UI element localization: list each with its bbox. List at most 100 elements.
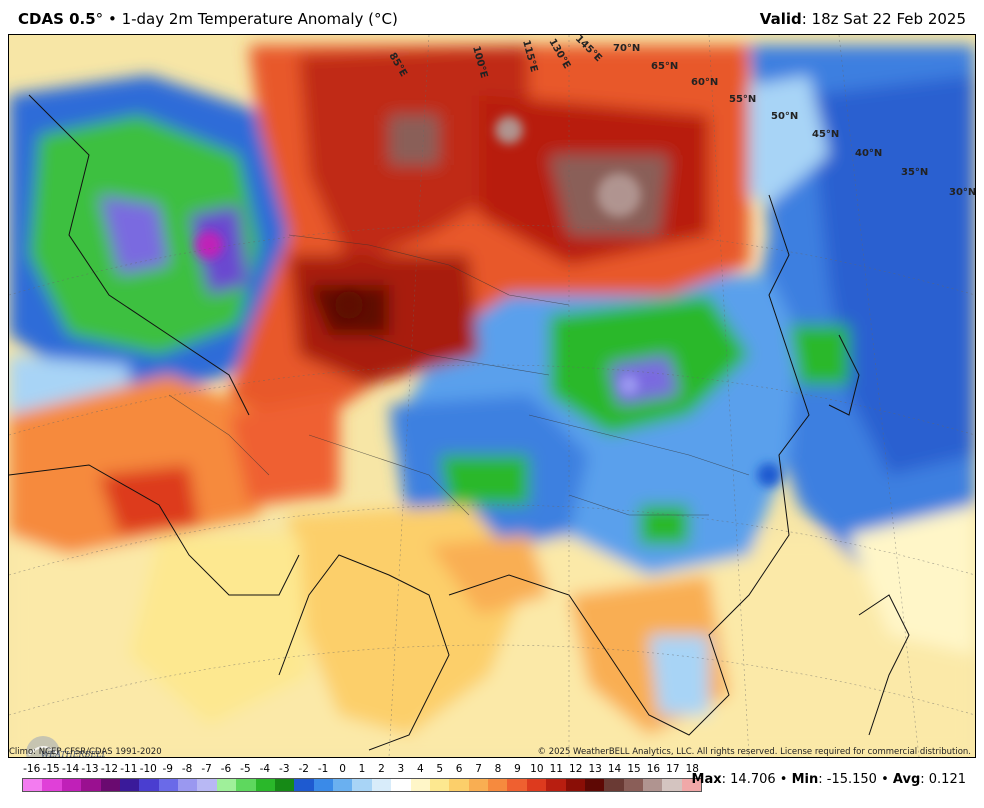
colorbar-swatch [255,779,275,791]
header: CDAS 0.5° • 1-day 2m Temperature Anomaly… [0,0,984,34]
colorbar-swatch [61,779,82,791]
product-name: 1-day 2m Temperature Anomaly (°C) [121,10,398,28]
colorbar-tick: 4 [416,763,424,775]
max-label: Max [691,772,722,787]
degree-symbol: ° [95,10,104,28]
colorbar-tick: -4 [259,763,271,775]
colorbar-swatch [139,779,159,791]
colorbar-tick: 3 [397,763,405,775]
map-title: CDAS 0.5° • 1-day 2m Temperature Anomaly… [18,10,398,28]
colorbar-swatch [584,779,605,791]
colorbar-tick: 18 [685,763,699,775]
colorbar-tick: -9 [162,763,173,775]
stats-separator: • [775,772,792,787]
latitude-labels: 70°N 65°N 60°N 55°N 50°N 45°N 40°N 35°N … [613,43,975,198]
colorbar-tick: 12 [569,763,583,775]
colorbar [22,778,702,792]
colorbar-swatch [410,779,430,791]
colorbar-tick: 16 [646,763,661,775]
lat-label: 65°N [651,61,678,72]
colorbar-swatch [371,779,392,791]
colorbar-swatch [274,779,295,791]
lat-label: 40°N [855,148,882,159]
colorbar-tick: 17 [666,763,680,775]
colorbar-tick: -15 [42,763,60,775]
model-name: CDAS 0.5 [18,10,96,28]
borders [168,234,750,516]
colorbar-tick: 15 [627,763,641,775]
lat-label: 35°N [901,167,928,178]
colorbar-swatch [449,779,469,791]
lat-label: 70°N [613,43,640,54]
colorbar-swatch [468,779,488,791]
max-value: : 14.706 [721,772,776,787]
colorbar-tick: -8 [181,763,193,775]
colorbar-swatch [294,779,314,791]
colorbar-swatch [429,779,450,791]
field-statistics: Max: 14.706 • Min: -15.150 • Avg: 0.121 [692,772,966,787]
weatherbell-logo-icon: WEATHERBELL [23,733,105,757]
colorbar-swatch [333,779,353,791]
colorbar-tick: -10 [139,763,157,775]
colorbar-tick: -14 [61,763,80,775]
colorbar-tick: -6 [220,763,232,775]
graticule [9,35,975,757]
colorbar-swatch [216,779,237,791]
colorbar-swatch [681,779,702,791]
colorbar-tick: 10 [530,763,544,775]
colorbar-tick: 0 [339,763,346,775]
colorbar-tick: -1 [317,763,329,775]
colorbar-swatch [42,779,62,791]
lat-label: 50°N [771,111,798,122]
min-label: Min [791,772,819,787]
colorbar-swatch [178,779,198,791]
colorbar-tick: -11 [120,763,138,775]
colorbar-swatch [604,779,624,791]
colorbar-swatch [526,779,547,791]
colorbar-swatch [352,779,372,791]
colorbar-swatch [488,779,508,791]
copyright-note: © 2025 WeatherBELL Analytics, LLC. All r… [537,747,971,757]
colorbar-tick: 2 [378,763,385,775]
colorbar-tick: 11 [549,763,563,775]
title-separator: • [103,10,122,28]
colorbar-tick: 5 [436,763,444,775]
colorbar-tick: -2 [298,763,309,775]
colorbar-swatch [81,779,101,791]
map-canvas: 70°N 65°N 60°N 55°N 50°N 45°N 40°N 35°N … [9,35,975,757]
coastlines [9,94,910,751]
valid-time-value: : 18z Sat 22 Feb 2025 [801,10,966,28]
colorbar-swatch [565,779,585,791]
colorbar-tick: 9 [514,763,521,775]
colorbar-swatch [643,779,663,791]
colorbar-tick: 1 [358,763,366,775]
colorbar-swatch [507,779,527,791]
colorbar-swatch [313,779,333,791]
valid-time: Valid: 18z Sat 22 Feb 2025 [760,10,966,28]
colorbar-swatch [236,779,256,791]
avg-value: : 0.121 [920,772,966,787]
stats-separator: • [876,772,893,787]
lat-label: 30°N [949,187,975,198]
anomaly-detail [195,116,781,487]
colorbar-swatch [546,779,566,791]
temperature-anomaly-map[interactable]: 70°N 65°N 60°N 55°N 50°N 45°N 40°N 35°N … [8,34,976,758]
colorbar-tick: -5 [240,763,251,775]
min-value: : -15.150 [818,772,877,787]
colorbar-swatch [158,779,178,791]
colorbar-tick: 13 [588,763,602,775]
colorbar-tick: 6 [455,763,463,775]
colorbar-tick: 14 [607,763,622,775]
colorbar-swatch [662,779,682,791]
colorbar-tick: -3 [279,763,290,775]
colorbar-swatch [100,779,120,791]
avg-label: Avg [892,772,921,787]
colorbar-tick: -7 [201,763,212,775]
lat-label: 45°N [812,129,839,140]
colorbar-swatch [623,779,643,791]
colorbar-tick: -16 [23,763,41,775]
colorbar-tick: -13 [81,763,99,775]
lat-label: 55°N [729,94,756,105]
colorbar-swatch [391,779,411,791]
colorbar-swatch [119,779,140,791]
